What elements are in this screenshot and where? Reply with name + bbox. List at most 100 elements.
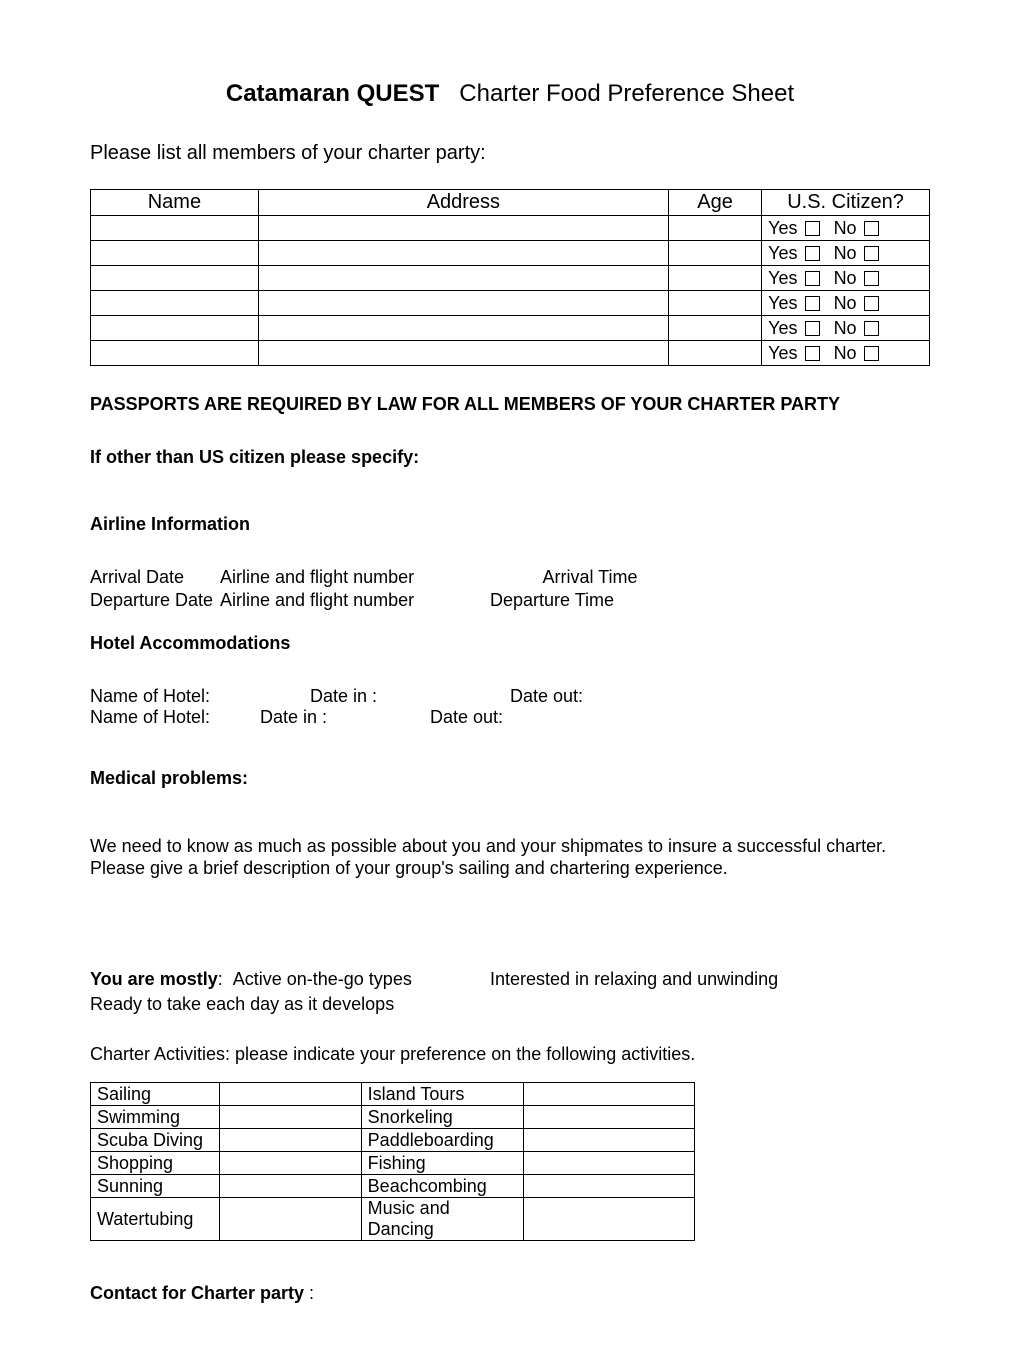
hdr-name: Name	[91, 190, 259, 216]
activity-pref[interactable]	[219, 1083, 361, 1106]
hotel-name-label: Name of Hotel:	[90, 707, 260, 728]
table-row: Swimming Snorkeling	[91, 1106, 695, 1129]
no-label: No	[834, 343, 857, 363]
hotel-date-in-label: Date in :	[310, 686, 510, 707]
table-row: Yes No	[91, 291, 930, 316]
activities-intro: Charter Activities: please indicate your…	[90, 1042, 930, 1066]
arrival-date-label: Arrival Date	[90, 567, 220, 588]
yes-label: Yes	[768, 218, 797, 238]
cell-name[interactable]	[91, 341, 259, 366]
activity-label: Scuba Diving	[91, 1129, 220, 1152]
activity-label: Snorkeling	[361, 1106, 524, 1129]
activity-pref[interactable]	[219, 1129, 361, 1152]
checkbox-yes[interactable]	[805, 221, 820, 236]
arrival-time-label: Arrival Time	[490, 567, 690, 588]
title-rest: Charter Food Preference Sheet	[459, 80, 794, 107]
table-row: WatertubingMusic and Dancing	[91, 1198, 695, 1241]
no-label: No	[834, 293, 857, 313]
activity-pref[interactable]	[219, 1198, 361, 1241]
cell-name[interactable]	[91, 241, 259, 266]
yes-label: Yes	[768, 268, 797, 288]
mostly-label: You are mostly	[90, 969, 218, 989]
cell-age[interactable]	[668, 341, 761, 366]
table-row: Yes No	[91, 341, 930, 366]
yes-label: Yes	[768, 293, 797, 313]
cell-address[interactable]	[258, 216, 668, 241]
activity-label: Watertubing	[91, 1198, 220, 1241]
activity-label: Beachcombing	[361, 1175, 524, 1198]
table-row: Yes No	[91, 316, 930, 341]
checkbox-no[interactable]	[864, 271, 879, 286]
activity-label: Sunning	[91, 1175, 220, 1198]
hotel-heading: Hotel Accommodations	[90, 633, 930, 654]
activity-pref[interactable]	[524, 1152, 695, 1175]
activity-label: Sailing	[91, 1083, 220, 1106]
activity-pref[interactable]	[524, 1083, 695, 1106]
activity-label: Swimming	[91, 1106, 220, 1129]
activity-pref[interactable]	[524, 1106, 695, 1129]
checkbox-yes[interactable]	[805, 346, 820, 361]
title-brand: Catamaran QUEST	[226, 80, 439, 107]
hotel-row-1: Name of Hotel: Date in : Date out:	[90, 686, 930, 707]
cell-address[interactable]	[258, 291, 668, 316]
hdr-age: Age	[668, 190, 761, 216]
cell-address[interactable]	[258, 341, 668, 366]
cell-age[interactable]	[668, 291, 761, 316]
no-label: No	[834, 268, 857, 288]
mostly-opt-b: Interested in relaxing and unwinding	[490, 969, 890, 990]
activity-pref[interactable]	[524, 1198, 695, 1241]
cell-address[interactable]	[258, 241, 668, 266]
activity-label: Paddleboarding	[361, 1129, 524, 1152]
passport-notice: PASSPORTS ARE REQUIRED BY LAW FOR ALL ME…	[90, 394, 930, 415]
cell-citizen: Yes No	[762, 266, 930, 291]
table-row: Sunning Beachcombing	[91, 1175, 695, 1198]
departure-time-label: Departure Time	[490, 590, 690, 611]
cell-age[interactable]	[668, 266, 761, 291]
activities-table: SailingIsland Tours Swimming Snorkeling S…	[90, 1082, 695, 1241]
checkbox-yes[interactable]	[805, 271, 820, 286]
cell-address[interactable]	[258, 266, 668, 291]
cell-name[interactable]	[91, 291, 259, 316]
medical-heading: Medical problems:	[90, 768, 930, 789]
no-label: No	[834, 318, 857, 338]
cell-address[interactable]	[258, 316, 668, 341]
yes-label: Yes	[768, 318, 797, 338]
checkbox-no[interactable]	[864, 246, 879, 261]
activity-label: Fishing	[361, 1152, 524, 1175]
hotel-name-label: Name of Hotel:	[90, 686, 310, 707]
activity-pref[interactable]	[219, 1106, 361, 1129]
cell-age[interactable]	[668, 241, 761, 266]
cell-name[interactable]	[91, 216, 259, 241]
yes-label: Yes	[768, 343, 797, 363]
cell-age[interactable]	[668, 316, 761, 341]
table-row: SailingIsland Tours	[91, 1083, 695, 1106]
hdr-address: Address	[258, 190, 668, 216]
activity-label: Shopping	[91, 1152, 220, 1175]
contact-label: Contact for Charter party	[90, 1283, 304, 1303]
cell-citizen: Yes No	[762, 316, 930, 341]
cell-citizen: Yes No	[762, 241, 930, 266]
checkbox-no[interactable]	[864, 221, 879, 236]
cell-name[interactable]	[91, 316, 259, 341]
departure-flight-label: Airline and flight number	[220, 590, 490, 611]
cell-citizen: Yes No	[762, 216, 930, 241]
activity-pref[interactable]	[219, 1152, 361, 1175]
checkbox-no[interactable]	[864, 321, 879, 336]
mostly-opt-a: Active on-the-go types	[233, 969, 412, 989]
activity-pref[interactable]	[219, 1175, 361, 1198]
activity-pref[interactable]	[524, 1175, 695, 1198]
checkbox-yes[interactable]	[805, 296, 820, 311]
yes-label: Yes	[768, 243, 797, 263]
cell-age[interactable]	[668, 216, 761, 241]
cell-citizen: Yes No	[762, 291, 930, 316]
no-label: No	[834, 218, 857, 238]
checkbox-no[interactable]	[864, 346, 879, 361]
activity-pref[interactable]	[524, 1129, 695, 1152]
departure-date-label: Departure Date	[90, 590, 220, 611]
table-row: Yes No	[91, 216, 930, 241]
cell-name[interactable]	[91, 266, 259, 291]
checkbox-yes[interactable]	[805, 246, 820, 261]
checkbox-no[interactable]	[864, 296, 879, 311]
mostly-opt-c: Ready to take each day as it develops	[90, 992, 930, 1016]
checkbox-yes[interactable]	[805, 321, 820, 336]
